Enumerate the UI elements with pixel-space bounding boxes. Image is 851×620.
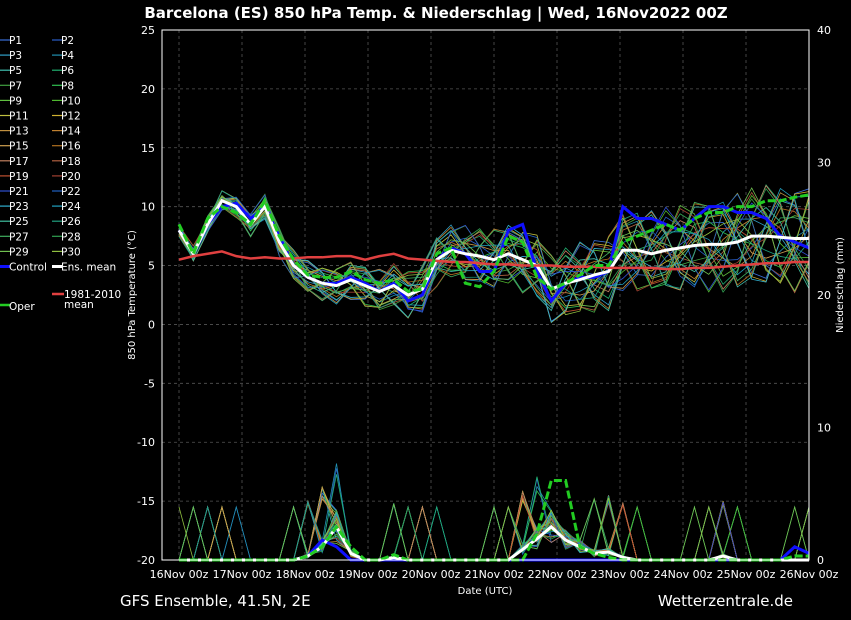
y-axis-label: 850 hPa Temperature (°C) [127, 230, 138, 360]
legend-label-11: P12 [61, 111, 81, 123]
legend-label-23: P24 [61, 201, 81, 213]
legend-label-16: P17 [9, 156, 29, 168]
member-line-p22 [178, 193, 810, 302]
legend-label-8: P9 [9, 95, 22, 107]
plot-frame [161, 29, 810, 561]
legend-label-oper: Oper [9, 301, 35, 313]
legend-label-6: P7 [9, 80, 22, 92]
legend-label-21: P22 [61, 186, 81, 198]
y-tick-label-8: -15 [137, 495, 155, 508]
x-tick-label-5: 21Nov 00z [465, 568, 524, 581]
y-tick-label-6: -5 [144, 377, 155, 390]
legend-label-25: P26 [61, 216, 81, 228]
y2-axis-label: Niederschlag (mm) [835, 237, 846, 333]
legend-label-4: P5 [9, 65, 22, 77]
x-axis-ticks: 16Nov 00z 17Nov 00z 18Nov 00z 19Nov 00z 20No… [150, 568, 839, 581]
legend-label-14: P15 [9, 141, 29, 153]
y-tick-label-5: 0 [148, 318, 155, 331]
legend-label-24: P25 [9, 216, 29, 228]
x-tick-label-2: 18Nov 00z [276, 568, 335, 581]
legend-label-15: P16 [61, 141, 81, 153]
legend-label-3: P4 [61, 50, 74, 62]
legend-label-18: P19 [9, 171, 29, 183]
y-tick-label-7: -10 [137, 436, 155, 449]
legend-label-2: P3 [9, 50, 22, 62]
x-tick-label-6: 22Nov 00z [528, 568, 587, 581]
legend-label-1: P2 [61, 35, 74, 47]
legend: P1 P2 P3 P4 P5 P6 P7 P8 P9 P10 P11 P12 P13 P14 P15 P16 P… [0, 35, 121, 313]
legend-label-19: P20 [61, 171, 81, 183]
x-tick-label-10: 26Nov 00z [780, 568, 839, 581]
legend-label-17: P18 [61, 156, 81, 168]
member-line-p24 [178, 187, 810, 309]
legend-label-clim-line2: mean [64, 299, 94, 311]
y-tick-label-2: 15 [141, 142, 155, 155]
y2-axis-ticks: 40 30 20 10 0 [817, 24, 831, 567]
series-ens-mean-temp [177, 198, 809, 297]
x-tick-label-1: 17Nov 00z [213, 568, 272, 581]
member-line-p28 [178, 187, 810, 300]
legend-label-9: P10 [61, 95, 81, 107]
legend-label-22: P23 [9, 201, 29, 213]
legend-label-10: P11 [9, 111, 29, 123]
y-tick-label-3: 10 [141, 201, 155, 214]
x-tick-label-4: 20Nov 00z [402, 568, 461, 581]
legend-label-26: P27 [9, 231, 29, 243]
y2-tick-label-2: 20 [817, 289, 831, 302]
x-tick-label-0: 16Nov 00z [150, 568, 209, 581]
y-tick-label-4: 5 [148, 260, 155, 273]
y2-tick-label-3: 10 [817, 422, 831, 435]
legend-label-27: P28 [61, 231, 81, 243]
y-tick-label-9: -20 [137, 554, 155, 567]
member-line-p29 [178, 187, 810, 308]
y-tick-label-0: 25 [141, 24, 155, 37]
footer-model: GFS Ensemble, 41.5N, 2E [120, 592, 311, 610]
x-tick-label-3: 19Nov 00z [339, 568, 398, 581]
y-axis-ticks: 25 20 15 10 5 0 -5 -10 -15 -20 [137, 24, 155, 567]
legend-label-29: P30 [61, 246, 81, 258]
x-tick-label-9: 25Nov 00z [717, 568, 776, 581]
legend-label-20: P21 [9, 186, 29, 198]
legend-label-13: P14 [61, 126, 81, 138]
legend-label-5: P6 [61, 65, 74, 77]
legend-label-28: P29 [9, 246, 29, 258]
y2-tick-label-1: 30 [817, 157, 831, 170]
x-tick-label-8: 24Nov 00z [654, 568, 713, 581]
member-line-p27 [178, 195, 810, 306]
y2-tick-label-0: 40 [817, 24, 831, 37]
series-oper-temp [177, 193, 810, 294]
x-tick-label-7: 23Nov 00z [591, 568, 650, 581]
y-tick-label-1: 20 [141, 83, 155, 96]
series-1981-2010-mean-temp [178, 250, 809, 271]
footer-source: Wetterzentrale.de [658, 592, 793, 610]
y2-tick-label-4: 0 [817, 554, 824, 567]
legend-label-0: P1 [9, 35, 22, 47]
legend-label-30: Control [9, 262, 47, 274]
member-precip-p29 [178, 497, 810, 561]
legend-label-12: P13 [9, 126, 29, 138]
x-axis-label: Date (UTC) [458, 586, 513, 597]
legend-label-31: Ens. mean [61, 262, 116, 274]
chart-title: Barcelona (ES) 850 hPa Temp. & Niedersch… [144, 4, 727, 23]
legend-label-clim-line1: 1981-2010 [64, 289, 121, 301]
legend-label-7: P8 [61, 80, 74, 92]
